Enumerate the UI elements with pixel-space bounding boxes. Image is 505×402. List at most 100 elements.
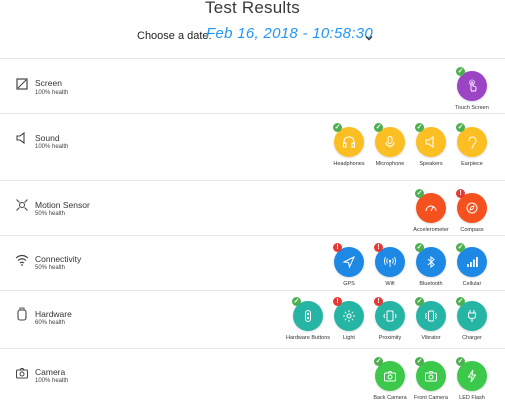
section-name: Screen (35, 78, 62, 88)
error-icon: ! (374, 297, 383, 306)
section-health: 100% health (35, 90, 69, 96)
test-label: Headphones (333, 161, 365, 167)
vibrator-icon (425, 310, 437, 322)
section-hardware: Hardware 60% health ✓ Hardware Buttons !… (0, 290, 505, 349)
test-light[interactable]: ! Light (325, 297, 373, 342)
ear-icon (468, 136, 477, 149)
section-health: 100% health (35, 144, 69, 150)
test-label: Accelerometer (413, 227, 449, 233)
section-name: Camera (35, 367, 66, 377)
check-icon: ✓ (456, 297, 465, 306)
test-circle: ! (333, 243, 364, 277)
test-circle: ! (374, 243, 405, 277)
section-sound: Sound 100% health ✓ Headphones ✓ Microph… (0, 113, 505, 181)
chevron-down-icon[interactable] (364, 30, 374, 41)
headphones-icon (343, 136, 355, 148)
test-label: Front Camera (414, 395, 448, 401)
test-circle: ✓ (374, 123, 405, 157)
test-circle: ✓ (415, 123, 446, 157)
test-proximity[interactable]: ! Proximity (366, 297, 414, 342)
signal-bars-icon (467, 257, 478, 267)
check-icon: ✓ (415, 357, 424, 366)
screen-icon (15, 77, 29, 91)
test-circle: ✓ (415, 297, 446, 331)
test-label: Cellular (462, 281, 482, 287)
microphone-icon (385, 136, 395, 148)
test-circle: ✓ (456, 67, 487, 101)
check-icon: ✓ (374, 123, 383, 132)
test-front-camera[interactable]: ✓ Front Camera (407, 357, 455, 402)
test-circle: ! (374, 297, 405, 331)
test-label: GPS (343, 281, 355, 287)
test-label: Charger (462, 335, 482, 341)
test-circle: ! (456, 189, 487, 223)
section-connectivity: Connectivity 50% health ! GPS ! Wifi ✓ B… (0, 235, 505, 291)
test-bluetooth[interactable]: ✓ Bluetooth (407, 243, 455, 288)
camera-icon (425, 371, 437, 382)
test-label: Touch Screen (455, 105, 489, 111)
test-touch-screen[interactable]: ✓ Touch Screen (448, 67, 496, 112)
test-led-flash[interactable]: ✓ LED Flash (448, 357, 496, 402)
test-earpiece[interactable]: ✓ Earpiece (448, 123, 496, 168)
error-icon: ! (456, 189, 465, 198)
compass-icon (466, 202, 478, 214)
test-accelerometer[interactable]: ✓ Accelerometer (407, 189, 455, 234)
test-gps[interactable]: ! GPS (325, 243, 373, 288)
section-motion-sensor: Motion Sensor 50% health ✓ Accelerometer… (0, 180, 505, 236)
test-charger[interactable]: ✓ Charger (448, 297, 496, 342)
check-icon: ✓ (374, 357, 383, 366)
check-icon: ✓ (292, 297, 301, 306)
test-headphones[interactable]: ✓ Headphones (325, 123, 373, 168)
test-circle: ✓ (415, 243, 446, 277)
test-circle: ✓ (333, 123, 364, 157)
test-circle: ✓ (456, 243, 487, 277)
check-icon: ✓ (415, 123, 424, 132)
test-circle: ✓ (456, 357, 487, 391)
test-microphone[interactable]: ✓ Microphone (366, 123, 414, 168)
section-name: Sound (35, 133, 60, 143)
buttons-icon (305, 310, 311, 322)
bluetooth-icon (427, 255, 435, 269)
test-label: Microphone (375, 161, 405, 167)
check-icon: ✓ (456, 123, 465, 132)
antenna-icon (384, 256, 396, 267)
test-wifi[interactable]: ! Wifi (366, 243, 414, 288)
section-health: 100% health (35, 378, 69, 384)
check-icon: ✓ (415, 189, 424, 198)
camera-icon (384, 371, 396, 382)
section-name: Motion Sensor (35, 200, 90, 210)
test-label: Earpiece (461, 161, 483, 167)
check-icon: ✓ (415, 297, 424, 306)
test-circle: ✓ (415, 189, 446, 223)
test-speakers[interactable]: ✓ Speakers (407, 123, 455, 168)
test-back-camera[interactable]: ✓ Back Camera (366, 357, 414, 402)
check-icon: ✓ (415, 243, 424, 252)
check-icon: ✓ (456, 243, 465, 252)
flash-icon (467, 369, 477, 383)
test-circle: ✓ (292, 297, 323, 331)
date-value[interactable]: Feb 16, 2018 - 10:58:30 (206, 25, 374, 42)
camera-icon (15, 366, 29, 380)
test-label: Back Camera (373, 395, 407, 401)
test-cellular[interactable]: ✓ Cellular (448, 243, 496, 288)
test-circle: ✓ (456, 123, 487, 157)
wifi-icon (15, 253, 29, 267)
test-label: LED Flash (459, 395, 485, 401)
test-label: Vibrator (421, 335, 441, 341)
test-hardware-buttons[interactable]: ✓ Hardware Buttons (284, 297, 332, 342)
test-compass[interactable]: ! Compass (448, 189, 496, 234)
check-icon: ✓ (456, 357, 465, 366)
light-icon (343, 310, 355, 322)
test-label: Hardware Buttons (285, 335, 331, 341)
date-label: Choose a date: (137, 30, 212, 42)
check-icon: ✓ (333, 123, 342, 132)
section-camera: Camera 100% health ✓ Back Camera ✓ Front… (0, 348, 505, 401)
test-label: Wifi (385, 281, 395, 287)
page-title: Test Results (205, 0, 300, 17)
date-picker: Choose a date: Feb 16, 2018 - 10:58:30 (0, 25, 505, 47)
test-circle: ✓ (374, 357, 405, 391)
error-icon: ! (333, 297, 342, 306)
test-vibrator[interactable]: ✓ Vibrator (407, 297, 455, 342)
error-icon: ! (374, 243, 383, 252)
test-circle: ✓ (415, 357, 446, 391)
